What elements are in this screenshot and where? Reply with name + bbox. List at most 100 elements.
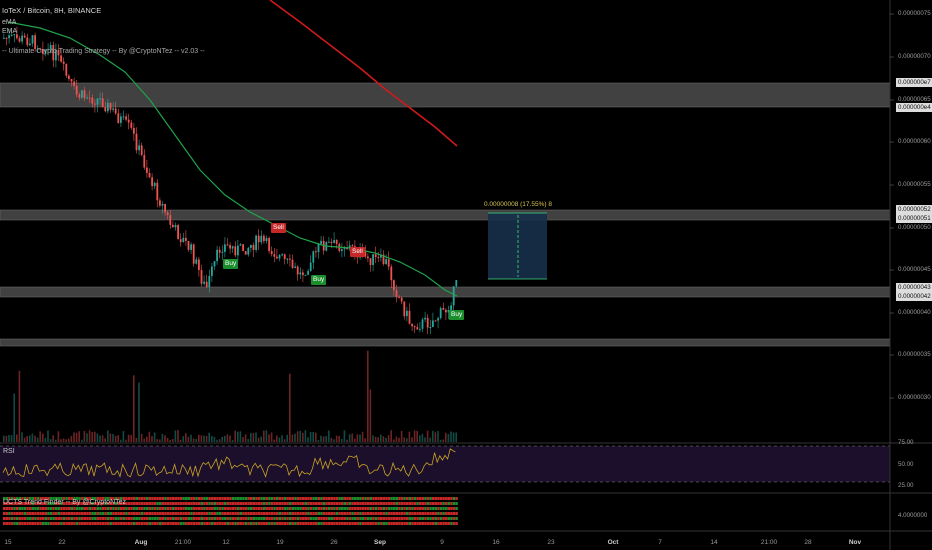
candle-body: [380, 254, 382, 258]
trend-cell: [99, 502, 102, 505]
volume-bar: [257, 437, 260, 442]
candle-body: [442, 308, 445, 310]
trend-cell: [182, 522, 185, 525]
trend-cell: [125, 517, 128, 520]
trend-cell: [172, 512, 175, 515]
trend-cell: [62, 517, 66, 520]
trend-cell: [153, 512, 157, 515]
volume-bar: [174, 430, 177, 442]
trend-cell: [317, 507, 320, 510]
trend-cell: [52, 502, 55, 505]
trend-cell: [195, 512, 198, 515]
trend-cell: [18, 502, 21, 505]
candle-body: [36, 48, 39, 50]
buy-signal[interactable]: Buy: [449, 310, 465, 320]
volume-bar: [177, 430, 179, 442]
trend-cell: [211, 522, 214, 525]
trend-cell: [120, 517, 123, 520]
trend-cell: [432, 497, 435, 500]
trend-cell: [16, 497, 19, 500]
candle-body: [31, 35, 34, 44]
candle-body: [408, 310, 411, 324]
trend-finder-label[interactable]: UCTS Trend Finder -- By @CryptoNTez: [3, 499, 127, 506]
candle-body: [291, 259, 294, 268]
time-label: 22: [58, 539, 66, 546]
candle-body: [13, 34, 16, 36]
time-label: 7: [658, 539, 662, 546]
trend-cell: [315, 512, 318, 515]
trend-cell: [374, 502, 378, 505]
trend-cell: [320, 517, 323, 520]
rsi-label[interactable]: RSI: [3, 448, 15, 455]
rsi-line: [2, 448, 456, 478]
time-label: 26: [330, 539, 338, 546]
trend-cell: [255, 507, 258, 510]
trend-cell: [229, 507, 232, 510]
trend-cell: [221, 497, 224, 500]
trend-cell: [36, 517, 40, 520]
trend-cell: [133, 512, 136, 515]
sell-signal[interactable]: Sell: [271, 223, 286, 233]
trend-cell: [172, 517, 175, 520]
trend-cell: [263, 502, 266, 505]
trend-cell: [190, 502, 193, 505]
trend-cell: [177, 502, 180, 505]
trend-cell: [278, 507, 281, 510]
indicator-ema-slow-label[interactable]: EMA: [2, 28, 18, 35]
trend-cell: [94, 502, 97, 505]
candle-body: [265, 238, 268, 242]
trend-cell: [309, 522, 313, 525]
volume-bar: [18, 370, 21, 442]
volume-bar: [291, 434, 294, 442]
trend-cell: [62, 507, 66, 510]
volume-bar: [239, 431, 242, 442]
candle-body: [276, 256, 278, 259]
trend-cell: [234, 497, 237, 500]
indicator-ema-fast-label[interactable]: eMA: [2, 19, 17, 26]
rsi-level-label: 25.00: [898, 482, 914, 489]
trend-cell: [445, 507, 448, 510]
trend-cell: [218, 502, 222, 505]
trend-cell: [21, 512, 24, 515]
trend-cell: [257, 507, 261, 510]
trend-cell: [47, 502, 50, 505]
trend-cell: [216, 502, 219, 505]
candle-body: [179, 239, 182, 243]
trend-cell: [57, 522, 60, 525]
strategy-label[interactable]: -- Ultimate Crypto Trading Strategy -- B…: [2, 48, 205, 55]
trend-cell: [221, 522, 224, 525]
trend-cell: [39, 507, 42, 510]
trend-cell: [367, 512, 370, 515]
time-label: 15: [4, 539, 12, 546]
candle-body: [445, 309, 447, 313]
trend-cell: [62, 522, 66, 525]
trend-cell: [291, 497, 294, 500]
volume-bar: [39, 431, 41, 442]
volume-bar: [3, 435, 5, 442]
trend-cell: [31, 522, 34, 525]
trend-cell: [244, 497, 248, 500]
trend-cell: [161, 517, 164, 520]
candle-body: [86, 97, 88, 99]
buy-signal[interactable]: Buy: [311, 275, 327, 285]
trend-cell: [166, 507, 170, 510]
trend-cell: [250, 497, 253, 500]
trend-cell: [296, 512, 300, 515]
sell-signal[interactable]: Sell: [350, 247, 365, 257]
buy-signal[interactable]: Buy: [223, 259, 239, 269]
volume-bar: [315, 432, 317, 442]
trend-cell: [231, 502, 235, 505]
trend-cell: [130, 507, 133, 510]
volume-bar: [296, 431, 299, 442]
trend-cell: [52, 517, 55, 520]
trend-cell: [120, 522, 123, 525]
trend-cell: [302, 517, 305, 520]
volume-bar: [307, 437, 309, 442]
trend-cell: [62, 502, 66, 505]
trend-cell: [335, 497, 339, 500]
trend-cell: [242, 522, 245, 525]
candle-body: [91, 97, 94, 104]
trend-cell: [351, 502, 354, 505]
volume-bar: [8, 435, 10, 442]
